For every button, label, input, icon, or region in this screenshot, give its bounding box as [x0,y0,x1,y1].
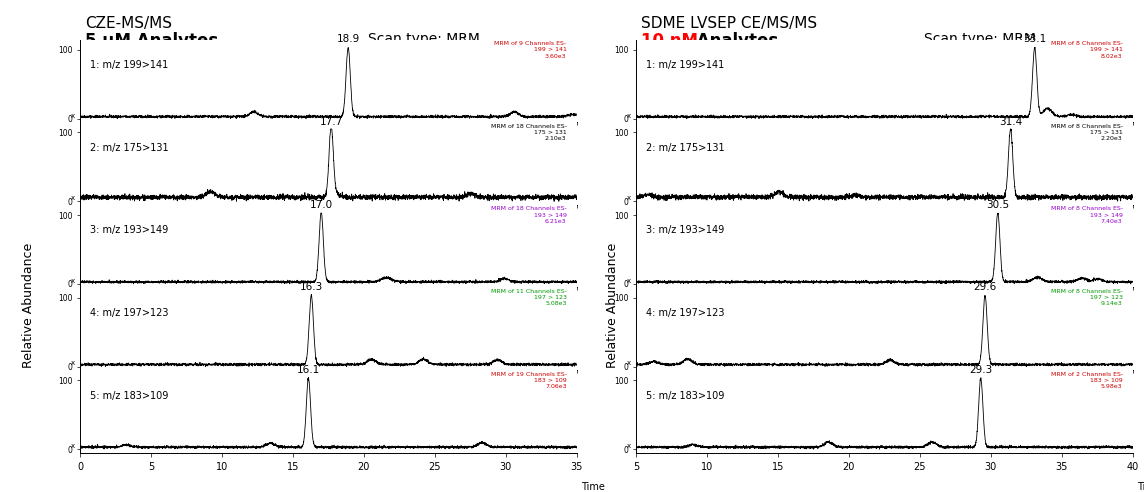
Text: MRM of 8 Channels ES-
199 > 141
8.02e3: MRM of 8 Channels ES- 199 > 141 8.02e3 [1050,41,1122,59]
Text: 30.5: 30.5 [986,200,1009,210]
Text: 5 μM Analytes: 5 μM Analytes [85,31,219,50]
Text: Relative Abundance: Relative Abundance [22,243,35,368]
Text: 18.9: 18.9 [336,34,360,44]
Text: 5: m/z 183>109: 5: m/z 183>109 [90,391,168,400]
Text: 16.1: 16.1 [296,365,320,375]
Text: 2: m/z 175>131: 2: m/z 175>131 [646,143,724,153]
Text: MRM of 8 Channels ES-
193 > 149
7.40e3: MRM of 8 Channels ES- 193 > 149 7.40e3 [1050,207,1122,224]
Text: Relative Abundance: Relative Abundance [605,243,619,368]
Text: Time
(min): Time (min) [1137,482,1144,492]
Text: x: x [71,195,76,201]
Text: 2: m/z 175>131: 2: m/z 175>131 [90,143,168,153]
Text: MRM of 8 Channels ES-
175 > 131
2.20e3: MRM of 8 Channels ES- 175 > 131 2.20e3 [1050,124,1122,141]
Text: 4: m/z 197>123: 4: m/z 197>123 [90,308,168,318]
Text: 31.4: 31.4 [999,117,1023,127]
Text: MRM of 19 Channels ES-
183 > 109
7.06e3: MRM of 19 Channels ES- 183 > 109 7.06e3 [491,371,566,389]
Text: 29.3: 29.3 [969,365,992,375]
Text: SDME LVSEP CE/MS/MS: SDME LVSEP CE/MS/MS [641,16,817,31]
Text: MRM of 9 Channels ES-
199 > 141
3.60e3: MRM of 9 Channels ES- 199 > 141 3.60e3 [494,41,566,59]
Text: Scan type: MRM: Scan type: MRM [368,31,479,46]
Text: x: x [71,278,76,284]
Text: 3: m/z 193>149: 3: m/z 193>149 [646,225,724,236]
Text: 17.0: 17.0 [310,200,333,210]
Text: 16.3: 16.3 [300,282,323,292]
Text: 1: m/z 199>141: 1: m/z 199>141 [646,60,724,70]
Text: 3: m/z 193>149: 3: m/z 193>149 [90,225,168,236]
Text: CZE-MS/MS: CZE-MS/MS [85,16,172,31]
Text: x: x [71,443,76,449]
Text: Scan type: MRM: Scan type: MRM [924,31,1036,46]
Text: x: x [627,278,631,284]
Text: x: x [71,361,76,367]
Text: MRM of 2 Channels ES-
183 > 109
5.98e3: MRM of 2 Channels ES- 183 > 109 5.98e3 [1050,371,1122,389]
Text: MRM of 18 Channels ES-
175 > 131
2.10e3: MRM of 18 Channels ES- 175 > 131 2.10e3 [491,124,566,141]
Text: MRM of 18 Channels ES-
193 > 149
6.21e3: MRM of 18 Channels ES- 193 > 149 6.21e3 [491,207,566,224]
Text: x: x [627,195,631,201]
Text: 29.6: 29.6 [974,282,996,292]
Text: 4: m/z 197>123: 4: m/z 197>123 [646,308,724,318]
Text: Time
(min): Time (min) [581,482,607,492]
Text: 17.7: 17.7 [319,117,343,127]
Text: x: x [627,443,631,449]
Text: 33.1: 33.1 [1023,34,1047,44]
Text: 5: m/z 183>109: 5: m/z 183>109 [646,391,724,400]
Text: MRM of 8 Channels ES-
197 > 123
9.14e3: MRM of 8 Channels ES- 197 > 123 9.14e3 [1050,289,1122,307]
Text: x: x [627,361,631,367]
Text: 1: m/z 199>141: 1: m/z 199>141 [90,60,168,70]
Text: x: x [627,113,631,119]
Text: Analytes: Analytes [691,31,778,50]
Text: 10 nM: 10 nM [641,31,698,50]
Text: x: x [71,113,76,119]
Text: MRM of 11 Channels ES-
197 > 123
5.08e3: MRM of 11 Channels ES- 197 > 123 5.08e3 [491,289,566,307]
